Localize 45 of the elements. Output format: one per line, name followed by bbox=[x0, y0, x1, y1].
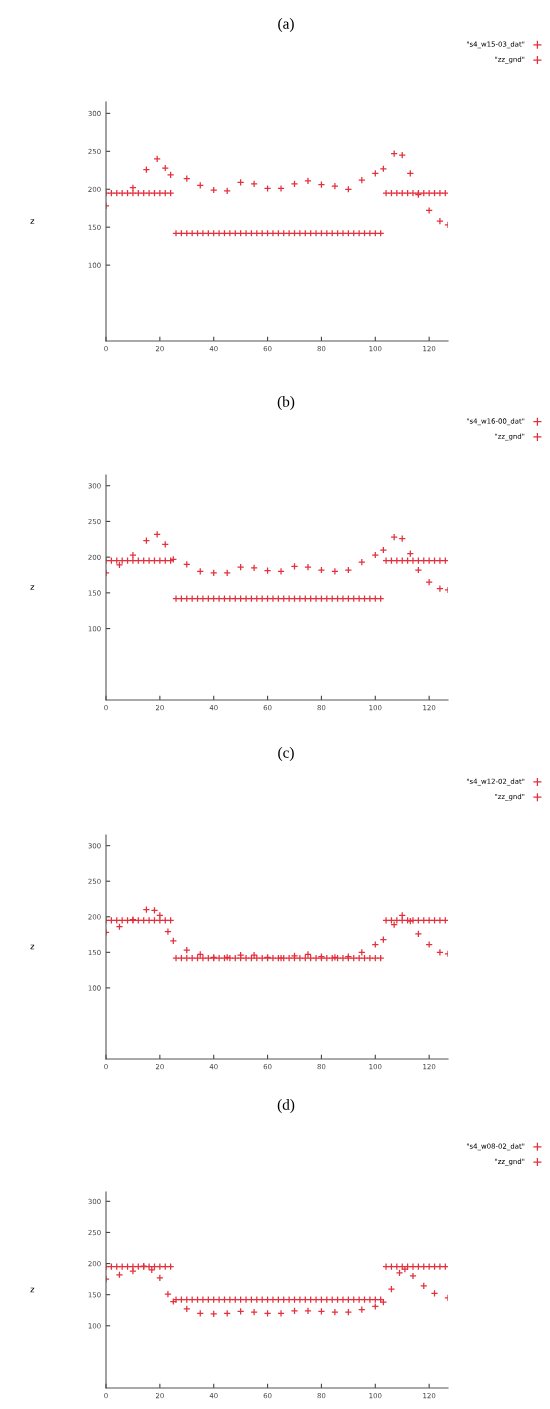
point bbox=[387, 1285, 396, 1293]
point bbox=[250, 180, 258, 188]
point bbox=[183, 1305, 191, 1313]
point bbox=[169, 937, 178, 945]
point bbox=[317, 566, 326, 574]
point bbox=[277, 184, 285, 193]
point bbox=[209, 1310, 218, 1318]
point bbox=[161, 164, 169, 172]
chart-title: (d) bbox=[277, 1099, 295, 1113]
point bbox=[331, 1308, 339, 1316]
point bbox=[331, 182, 339, 190]
point bbox=[436, 217, 444, 225]
chart-title: (b) bbox=[277, 396, 295, 410]
point bbox=[379, 546, 388, 554]
chart-title: (c) bbox=[278, 747, 294, 761]
point bbox=[436, 948, 444, 957]
point bbox=[277, 567, 285, 576]
point bbox=[344, 566, 353, 574]
point bbox=[277, 1309, 285, 1318]
point bbox=[304, 177, 312, 185]
point bbox=[414, 566, 423, 574]
point bbox=[398, 151, 406, 159]
point bbox=[331, 567, 339, 576]
point bbox=[164, 1290, 172, 1298]
point bbox=[304, 1307, 312, 1315]
point bbox=[250, 1308, 258, 1316]
point bbox=[436, 584, 444, 593]
point bbox=[420, 1282, 428, 1290]
point bbox=[304, 950, 312, 959]
point bbox=[344, 1308, 353, 1316]
y-axis-title: z bbox=[30, 219, 35, 224]
point bbox=[290, 180, 299, 188]
point bbox=[115, 561, 124, 569]
point bbox=[304, 563, 312, 571]
point bbox=[209, 186, 218, 194]
point bbox=[129, 551, 137, 559]
y-axis-title: z bbox=[30, 1287, 35, 1293]
point bbox=[250, 564, 258, 572]
point bbox=[371, 551, 380, 559]
point bbox=[153, 155, 161, 163]
point bbox=[164, 927, 172, 936]
point bbox=[409, 1272, 417, 1280]
y-axis-title: z bbox=[30, 585, 35, 590]
y-axis-title: z bbox=[30, 944, 35, 950]
chart-title: (a) bbox=[278, 18, 294, 32]
